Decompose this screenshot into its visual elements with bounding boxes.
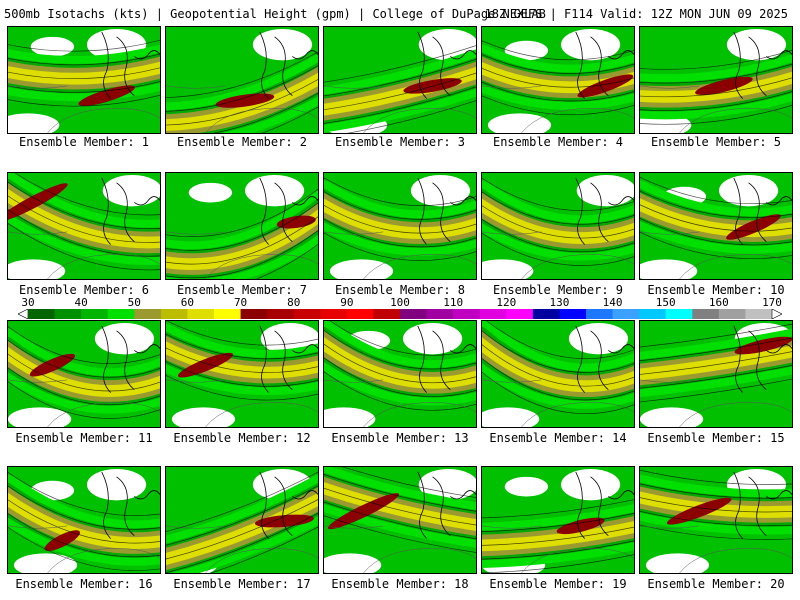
colorbar-tick-label: 120 [496, 296, 517, 309]
colorbar-tick-label: 60 [180, 296, 195, 309]
colorbar-swatch [240, 309, 268, 319]
ensemble-member-label: Ensemble Member: 2 [176, 135, 308, 149]
colorbar-swatch [54, 309, 82, 319]
colorbar-tick-label: 30 [21, 296, 35, 309]
ensemble-member-label: Ensemble Member: 8 [334, 283, 466, 297]
ensemble-member-map [165, 466, 319, 574]
ensemble-member-map [481, 466, 635, 574]
ensemble-member-label: Ensemble Member: 17 [173, 577, 311, 591]
colorbar-swatch [187, 309, 215, 319]
run-valid-time: 18Z GEFS | F114 Valid: 12Z MON JUN 09 20… [484, 7, 788, 21]
ensemble-member-label: Ensemble Member: 13 [331, 431, 469, 445]
ensemble-member-map [639, 466, 793, 574]
ensemble-member-map [639, 320, 793, 428]
colorbar-swatch [453, 309, 481, 319]
ensemble-member-label: Ensemble Member: 1 [18, 135, 150, 149]
colorbar-swatch [692, 309, 720, 319]
colorbar-swatches [18, 309, 782, 319]
colorbar-tick-label: 140 [602, 296, 623, 309]
colorbar-swatch [559, 309, 587, 319]
ensemble-member-label: Ensemble Member: 20 [647, 577, 785, 591]
ensemble-member-label: Ensemble Member: 12 [173, 431, 311, 445]
ensemble-member-map [165, 320, 319, 428]
ensemble-member-map [7, 320, 161, 428]
colorbar-tick-label: 40 [74, 296, 88, 309]
colorbar-tick-label: 170 [762, 296, 782, 309]
ensemble-member-label: Ensemble Member: 7 [176, 283, 308, 297]
colorbar-swatch [373, 309, 401, 319]
ensemble-member-map [639, 172, 793, 280]
colorbar-tick-label: 70 [233, 296, 248, 309]
ensemble-member-map [7, 172, 161, 280]
colorbar-swatch [400, 309, 428, 319]
ensemble-member-label: Ensemble Member: 19 [489, 577, 627, 591]
colorbar-swatch [665, 309, 693, 319]
colorbar-swatch [479, 309, 507, 319]
colorbar-tick-label: 160 [708, 296, 729, 309]
ensemble-member-map [639, 26, 793, 134]
colorbar-swatch [134, 309, 162, 319]
colorbar-swatch [718, 309, 746, 319]
ensemble-member-label: Ensemble Member: 9 [492, 283, 624, 297]
ensemble-member-map [481, 320, 635, 428]
colorbar-swatch [745, 309, 773, 319]
ensemble-member-map [481, 172, 635, 280]
colorbar-swatch [426, 309, 454, 319]
colorbar-swatch [267, 309, 295, 319]
ensemble-member-label: Ensemble Member: 10 [647, 283, 785, 297]
colorbar-swatch [293, 309, 321, 319]
ensemble-member-map [165, 172, 319, 280]
colorbar-swatch [639, 309, 667, 319]
page-header: 500mb Isotachs (kts) | Geopotential Heig… [0, 0, 800, 24]
colorbar-tick-label: 80 [287, 296, 301, 309]
colorbar-tick-label: 50 [127, 296, 141, 309]
ensemble-member-label: Ensemble Member: 4 [492, 135, 624, 149]
ensemble-member-map [323, 26, 477, 134]
ensemble-member-map [323, 320, 477, 428]
ensemble-member-map [481, 26, 635, 134]
colorbar-swatch [532, 309, 560, 319]
isotach-colorbar: 30 40 50 60 70 80 90 100 110 120 130 140 150 160 170 [18, 296, 782, 322]
colorbar-tick-label: 150 [655, 296, 676, 309]
ensemble-member-label: Ensemble Member: 3 [334, 135, 466, 149]
colorbar-swatch [160, 309, 188, 319]
ensemble-member-label: Ensemble Member: 14 [489, 431, 627, 445]
colorbar-tick-label: 90 [340, 296, 354, 309]
colorbar-tick-label: 110 [443, 296, 464, 309]
ensemble-member-label: Ensemble Member: 5 [650, 135, 782, 149]
ensemble-member-label: Ensemble Member: 16 [15, 577, 153, 591]
ensemble-member-map [323, 466, 477, 574]
colorbar-swatch [214, 309, 242, 319]
ensemble-member-map [7, 26, 161, 134]
ensemble-member-map [7, 466, 161, 574]
ensemble-member-map [323, 172, 477, 280]
colorbar-swatch [586, 309, 614, 319]
ensemble-member-map [165, 26, 319, 134]
product-title: 500mb Isotachs (kts) | Geopotential Heig… [4, 7, 546, 21]
colorbar-tick-labels: 30 40 50 60 70 80 90 100 110 120 130 140 150 160 170 [18, 296, 782, 310]
colorbar-swatch [28, 309, 56, 319]
ensemble-member-label: Ensemble Member: 18 [331, 577, 469, 591]
ensemble-member-label: Ensemble Member: 11 [15, 431, 153, 445]
colorbar-tick-label: 100 [390, 296, 410, 309]
colorbar-swatch [612, 309, 640, 319]
colorbar-swatch [346, 309, 374, 319]
colorbar-swatch [320, 309, 348, 319]
colorbar-swatch [506, 309, 534, 319]
colorbar-swatch [81, 309, 109, 319]
ensemble-member-label: Ensemble Member: 15 [647, 431, 785, 445]
ensemble-member-label: Ensemble Member: 6 [18, 283, 150, 297]
colorbar-tick-label: 130 [549, 296, 570, 309]
colorbar-swatch [107, 309, 135, 319]
